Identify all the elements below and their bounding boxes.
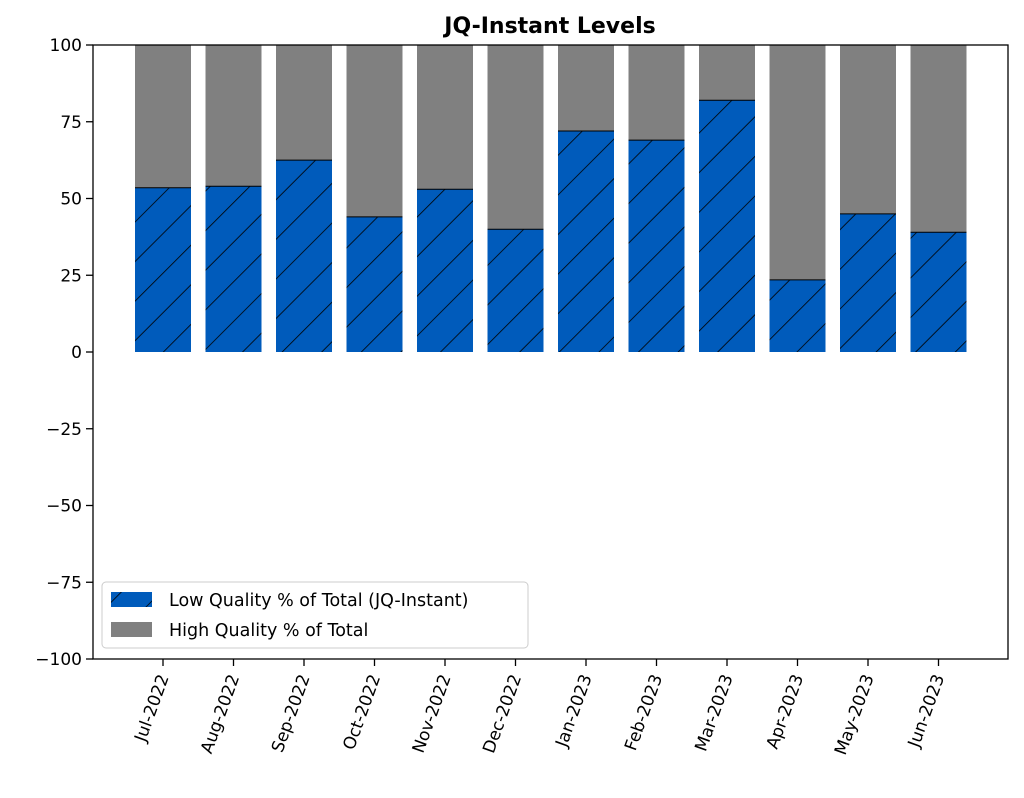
bar-low-quality-hatch (205, 186, 262, 352)
y-tick-label: −100 (35, 650, 82, 670)
x-tick-label: Sep-2022 (268, 672, 315, 755)
bar-high-quality (699, 45, 755, 101)
x-tick-label: Dec-2022 (479, 672, 526, 756)
x-tick-label: Jul-2022 (131, 672, 174, 745)
bar-high-quality (346, 45, 403, 217)
legend-label-low-quality: Low Quality % of Total (JQ-Instant) (169, 591, 468, 611)
x-tick-label: Apr-2023 (763, 672, 808, 752)
bar-low-quality-hatch (840, 213, 896, 352)
bar-low-quality-hatch (135, 187, 191, 352)
y-axis: 100 75 50 25 0 −25 −50 −75 −100 (35, 36, 93, 670)
y-tick-label: 50 (60, 190, 82, 210)
y-tick-label: −25 (46, 420, 82, 440)
y-tick-label: 0 (71, 343, 82, 363)
bar-low-quality-hatch (699, 100, 755, 352)
legend-label-high-quality: High Quality % of Total (169, 621, 368, 641)
x-tick-label: Feb-2023 (621, 672, 667, 754)
y-tick-label: 100 (50, 36, 82, 56)
legend-box (101, 581, 529, 649)
x-tick-label: Oct-2022 (339, 672, 385, 753)
x-tick-label: Aug-2022 (197, 672, 244, 756)
bar-low-quality-hatch (910, 232, 967, 352)
x-tick-label: Jun-2023 (904, 672, 949, 751)
bar-low-quality-hatch (276, 160, 332, 352)
bar-low-quality-hatch (769, 279, 826, 352)
x-axis: Jul-2022 Aug-2022 Sep-2022 Oct-2022 Nov-2022… (131, 659, 949, 758)
bar-low-quality-hatch (628, 140, 685, 352)
y-tick-label: 25 (60, 266, 82, 286)
plot-frame (92, 44, 1009, 660)
bar-low-quality-hatch (558, 130, 614, 352)
x-tick-label: Nov-2022 (409, 672, 456, 756)
bar-low-quality-hatch (346, 216, 403, 352)
x-tick-label: May-2023 (831, 672, 879, 758)
x-tick-label: Mar-2023 (691, 672, 737, 754)
bar-high-quality (276, 45, 332, 161)
bar-high-quality (910, 45, 967, 233)
bar-low-quality-hatch (487, 229, 544, 352)
legend-swatch-low-quality-hatch (111, 592, 152, 607)
bar-high-quality (135, 45, 191, 188)
legend: Low Quality % of Total (JQ-Instant) High … (101, 581, 529, 649)
bar-high-quality (628, 45, 685, 141)
bar-high-quality (558, 45, 614, 131)
bar-high-quality (417, 45, 473, 190)
bar-high-quality (205, 45, 262, 187)
y-tick-label: 75 (60, 113, 82, 133)
bar-high-quality (840, 45, 896, 214)
y-tick-label: −50 (46, 497, 82, 517)
bar-high-quality (487, 45, 544, 230)
bars-group (135, 45, 967, 352)
bar-high-quality (769, 45, 826, 280)
bar-low-quality-hatch (417, 189, 473, 352)
x-tick-label: Jan-2023 (552, 672, 597, 751)
y-tick-label: −75 (46, 573, 82, 593)
chart-title: JQ-Instant Levels (442, 14, 655, 39)
legend-swatch-high-quality (111, 622, 152, 637)
